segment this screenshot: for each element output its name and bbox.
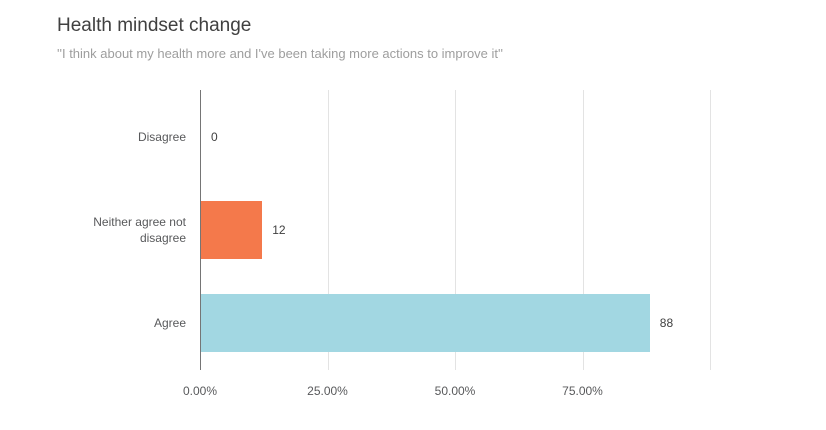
category-label: Disagree <box>137 129 186 144</box>
x-tick-label: 0.00% <box>182 384 218 398</box>
x-tick-label: 75.00% <box>562 384 603 398</box>
value-label: 88 <box>659 316 674 331</box>
gridline <box>710 90 711 370</box>
x-tick-label: 25.00% <box>307 384 348 398</box>
category-label: Neither agree not disagree <box>93 214 186 245</box>
chart-title: Health mindset change <box>57 15 252 36</box>
x-tick-label: 50.00% <box>434 384 476 398</box>
value-label: 0 <box>211 129 218 144</box>
bar <box>201 201 263 259</box>
chart-subtitle: ''I think about my health more and I've … <box>57 46 503 61</box>
gridline <box>582 90 584 370</box>
bar <box>201 294 650 353</box>
gridline <box>327 90 329 370</box>
gridline <box>455 90 456 370</box>
plot-area: 0.00% 25.00% 50.00% 75.00% Disagree 0 Neither … <box>93 90 711 398</box>
category-label: Agree <box>153 316 186 331</box>
value-label: 12 <box>272 223 286 237</box>
axis-baseline <box>200 90 201 370</box>
